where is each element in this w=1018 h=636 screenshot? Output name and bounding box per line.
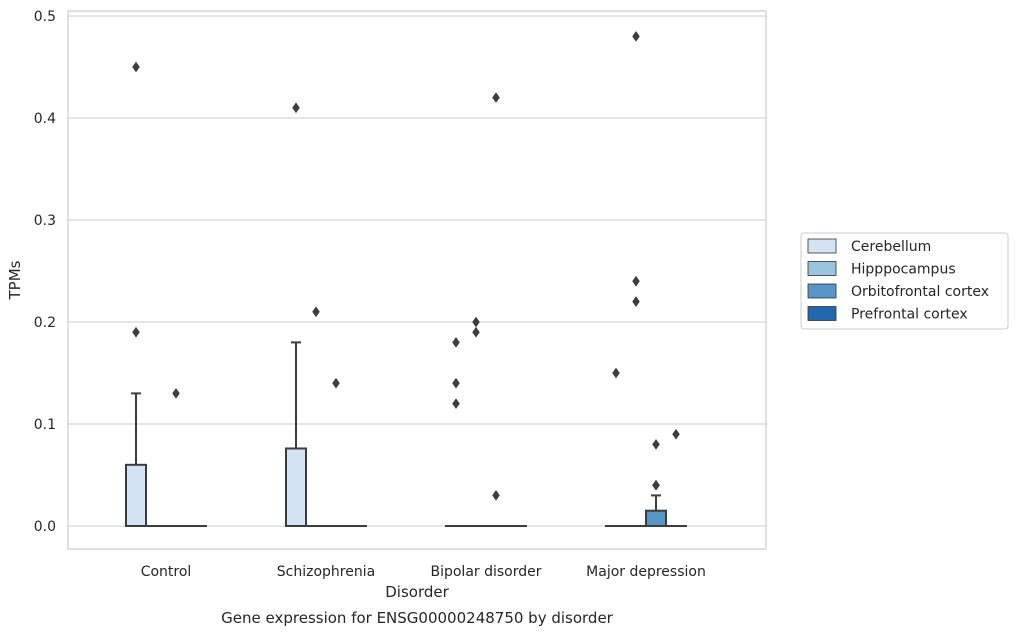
y-tick-label: 0.3	[34, 213, 56, 229]
box-group	[485, 92, 507, 528]
outlier-point	[632, 275, 640, 287]
box-group	[285, 102, 307, 528]
outlier-point	[652, 438, 660, 450]
outlier-point	[632, 30, 640, 42]
outlier-point	[652, 479, 660, 491]
legend-swatch	[807, 306, 837, 321]
y-axis-label: TPMs	[6, 260, 24, 300]
outlier-point	[472, 326, 480, 338]
outlier-point	[472, 316, 480, 328]
outlier-point	[492, 92, 500, 104]
outlier-point	[132, 61, 140, 73]
y-tick-label: 0.2	[34, 315, 56, 331]
x-axis-label: Disorder	[385, 583, 449, 601]
y-tick-label: 0.4	[34, 111, 56, 127]
outlier-point	[492, 489, 500, 501]
x-tick-label: Schizophrenia	[277, 564, 375, 580]
legend-swatch	[807, 261, 837, 276]
legend-label: Cerebellum	[851, 239, 931, 255]
box-group	[625, 30, 647, 528]
y-tick-label: 0.0	[34, 519, 56, 535]
legend: Cerebellum Hipppocampus Orbitofrontal cort…	[800, 232, 1009, 330]
outlier-point	[452, 377, 460, 389]
legend-frame	[800, 232, 1009, 330]
chart-caption: Gene expression for ENSG00000248750 by d…	[221, 609, 614, 627]
box-group	[165, 387, 187, 528]
box	[285, 447, 307, 528]
box-group	[465, 316, 487, 528]
x-tick-label: Bipolar disorder	[430, 564, 541, 580]
y-tick-label: 0.5	[34, 9, 56, 25]
legend-label: Prefrontal cortex	[851, 307, 968, 323]
outlier-point	[452, 336, 460, 348]
box-group	[665, 428, 687, 528]
legend-label: Orbitofrontal cortex	[851, 284, 989, 300]
outlier-point	[452, 398, 460, 410]
outlier-point	[172, 387, 180, 399]
x-tick-label: Major depression	[586, 564, 706, 580]
outlier-point	[312, 306, 320, 318]
y-axis-ticks: 0.0 0.1 0.2 0.3 0.4 0.5	[34, 9, 56, 535]
box-group	[645, 438, 667, 528]
outlier-point	[332, 377, 340, 389]
x-axis-ticks: Control Schizophrenia Bipolar disorder Majo…	[141, 564, 706, 580]
legend-swatch	[807, 238, 837, 254]
outlier-point	[132, 326, 140, 338]
outlier-point	[632, 296, 640, 308]
plot-background	[68, 11, 766, 549]
outlier-point	[672, 428, 680, 440]
legend-label: Hipppocampus	[851, 262, 956, 278]
plot-frame	[67, 10, 767, 550]
legend-swatch	[807, 283, 837, 299]
box-group	[125, 61, 147, 527]
x-tick-label: Control	[141, 564, 192, 580]
box	[645, 509, 667, 528]
box-plot-area	[125, 30, 687, 528]
box	[125, 463, 147, 527]
outlier-point	[292, 102, 300, 114]
outlier-point	[612, 367, 620, 379]
y-tick-label: 0.1	[34, 417, 56, 433]
